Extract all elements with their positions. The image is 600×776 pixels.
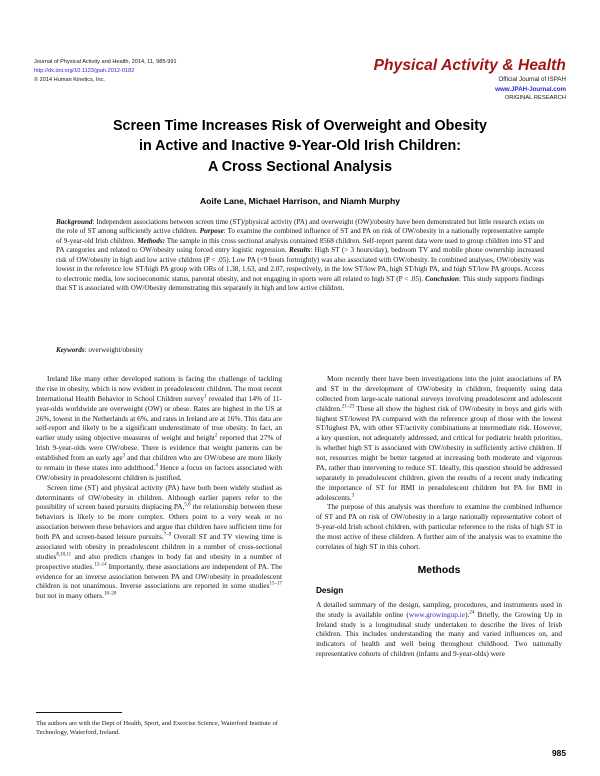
- intro-1-text-c: reported that 27% of Irish 9-year-olds w…: [36, 433, 282, 462]
- intro-3-text-b: These all show the highest risk of OW/ob…: [316, 403, 562, 502]
- intro-2-text-d: and also predicts changes in body fat an…: [36, 551, 282, 571]
- citation-ref: 7–9: [163, 532, 172, 538]
- section-heading-methods: Methods: [417, 564, 461, 576]
- abstract-methods-label: Methods:: [137, 236, 165, 245]
- citation-line: Journal of Physical Activity and Health,…: [34, 59, 177, 65]
- citation-ref: 18–20: [103, 591, 117, 597]
- citation-ref: 3: [351, 493, 355, 499]
- abstract-results-text: : High ST (> 3 hours/day), bedroom TV an…: [56, 246, 544, 283]
- abstract-conclusion-label: Conclusion: [425, 274, 459, 283]
- footnote-rule: [36, 712, 122, 713]
- design-text-a: A detailed summary of the design, sampli…: [316, 599, 562, 619]
- paragraph-intro-3: More recently there have been investigat…: [316, 374, 562, 502]
- intro-2-text-e: Importantly, these associations are inde…: [36, 561, 282, 591]
- title-line-2: in Active and Inactive 9-Year-Old Irish …: [138, 138, 462, 155]
- copyright-line: © 2014 Human Kinetics, Inc.: [34, 77, 105, 84]
- design-text-b: ).: [465, 609, 470, 619]
- intro-2-text-b: the relationship between these behaviors…: [36, 502, 282, 541]
- abstract-paragraph: Background: Independent associations bet…: [56, 218, 544, 293]
- author-affiliation-footnote: The authors are with the Dept of Health,…: [36, 712, 282, 737]
- abstract-conclusion-text: : This study supports findings that ST i…: [56, 274, 544, 292]
- journal-society: Official Journal of ISPAH: [498, 76, 566, 84]
- article-type-label: ORIGINAL RESEARCH: [504, 95, 566, 102]
- design-text-c: Briefly, the Growing Up in Ireland study…: [316, 609, 562, 659]
- title-line-3: A Cross Sectional Analysis: [207, 158, 393, 175]
- doi-link[interactable]: http://dx.doi.org/10.1123/jpah.2012-0182: [34, 68, 135, 75]
- intro-1-text-a: Ireland like many other developed nation…: [36, 374, 282, 403]
- footnote-text: The authors are with the Dept of Health,…: [36, 720, 278, 737]
- citation-ref: 15–17: [269, 581, 282, 587]
- citation-ref: 21–23: [341, 404, 355, 410]
- intro-2-text-c: Overall ST and TV viewing time is associ…: [36, 532, 282, 561]
- growingup-link[interactable]: www.growingup.ie: [408, 609, 466, 619]
- citation-ref: 1: [204, 394, 207, 400]
- masthead: Journal of Physical Activity and Health,…: [34, 57, 566, 103]
- citation-ref: 8,10,11: [56, 552, 72, 558]
- abstract-purpose-label: Purpose: [199, 227, 224, 236]
- intro-2-text-a: Screen time (ST) and physical activity (…: [36, 482, 282, 512]
- citation-ref: 4: [155, 463, 158, 469]
- keywords: Keywords: overweight/obesity: [56, 346, 544, 355]
- abstract-background-label: Background: [56, 218, 93, 226]
- intro-1-text-e: Hence a focus on factors associated with…: [36, 462, 282, 482]
- journal-logo-block: Physical Activity & Health Official Jour…: [373, 57, 566, 103]
- intro-3-text-a: More recently there have been investigat…: [316, 374, 562, 413]
- author-list: Aoife Lane, Michael Harrison, and Niamh …: [199, 196, 401, 206]
- abstract-methods-text: The sample in this cross sectional analy…: [56, 236, 544, 255]
- citation-ref: 5,6: [184, 502, 191, 508]
- abstract-results-label: Results: [288, 246, 311, 255]
- abstract: Background: Independent associations bet…: [56, 218, 544, 293]
- journal-imprint: Journal of Physical Activity and Health,…: [34, 58, 177, 85]
- keywords-text: : overweight/obesity: [84, 346, 144, 354]
- page-title: Screen Time Increases Risk of Overweight…: [48, 116, 552, 177]
- paragraph-intro-4: The purpose of this analysis was therefo…: [316, 502, 562, 551]
- paragraph-intro-1: Ireland like many other developed nation…: [36, 374, 282, 483]
- citation-ref: 24: [469, 610, 475, 616]
- citation-ref: 12–14: [94, 562, 107, 568]
- intro-1-text-b: revealed that 14% of 11-year-olds worldw…: [36, 393, 282, 443]
- abstract-background-text: : Independent associations between scree…: [56, 218, 544, 236]
- title-line-1: Screen Time Increases Risk of Overweight…: [113, 118, 487, 134]
- journal-website-link[interactable]: www.JPAH-Journal.com: [495, 85, 566, 93]
- intro-2-text-f: but not in many others.: [36, 591, 104, 601]
- citation-ref: 3: [122, 453, 126, 459]
- page-number: 985: [552, 748, 566, 758]
- intro-1-text-d: and that children who are OW/obese are m…: [36, 453, 282, 472]
- citation-ref: 2: [214, 433, 218, 439]
- keywords-label: Keywords: [56, 346, 85, 354]
- paragraph-intro-2: Screen time (ST) and physical activity (…: [36, 483, 282, 602]
- body-column-right: More recently there have been investigat…: [316, 374, 562, 659]
- subsection-heading-design: Design: [316, 585, 344, 595]
- journal-title: Physical Activity & Health: [373, 57, 566, 74]
- paragraph-design: A detailed summary of the design, sampli…: [316, 600, 562, 659]
- body-column-left: Ireland like many other developed nation…: [36, 374, 282, 601]
- abstract-purpose-text: : To examine the combined influence of S…: [56, 227, 545, 245]
